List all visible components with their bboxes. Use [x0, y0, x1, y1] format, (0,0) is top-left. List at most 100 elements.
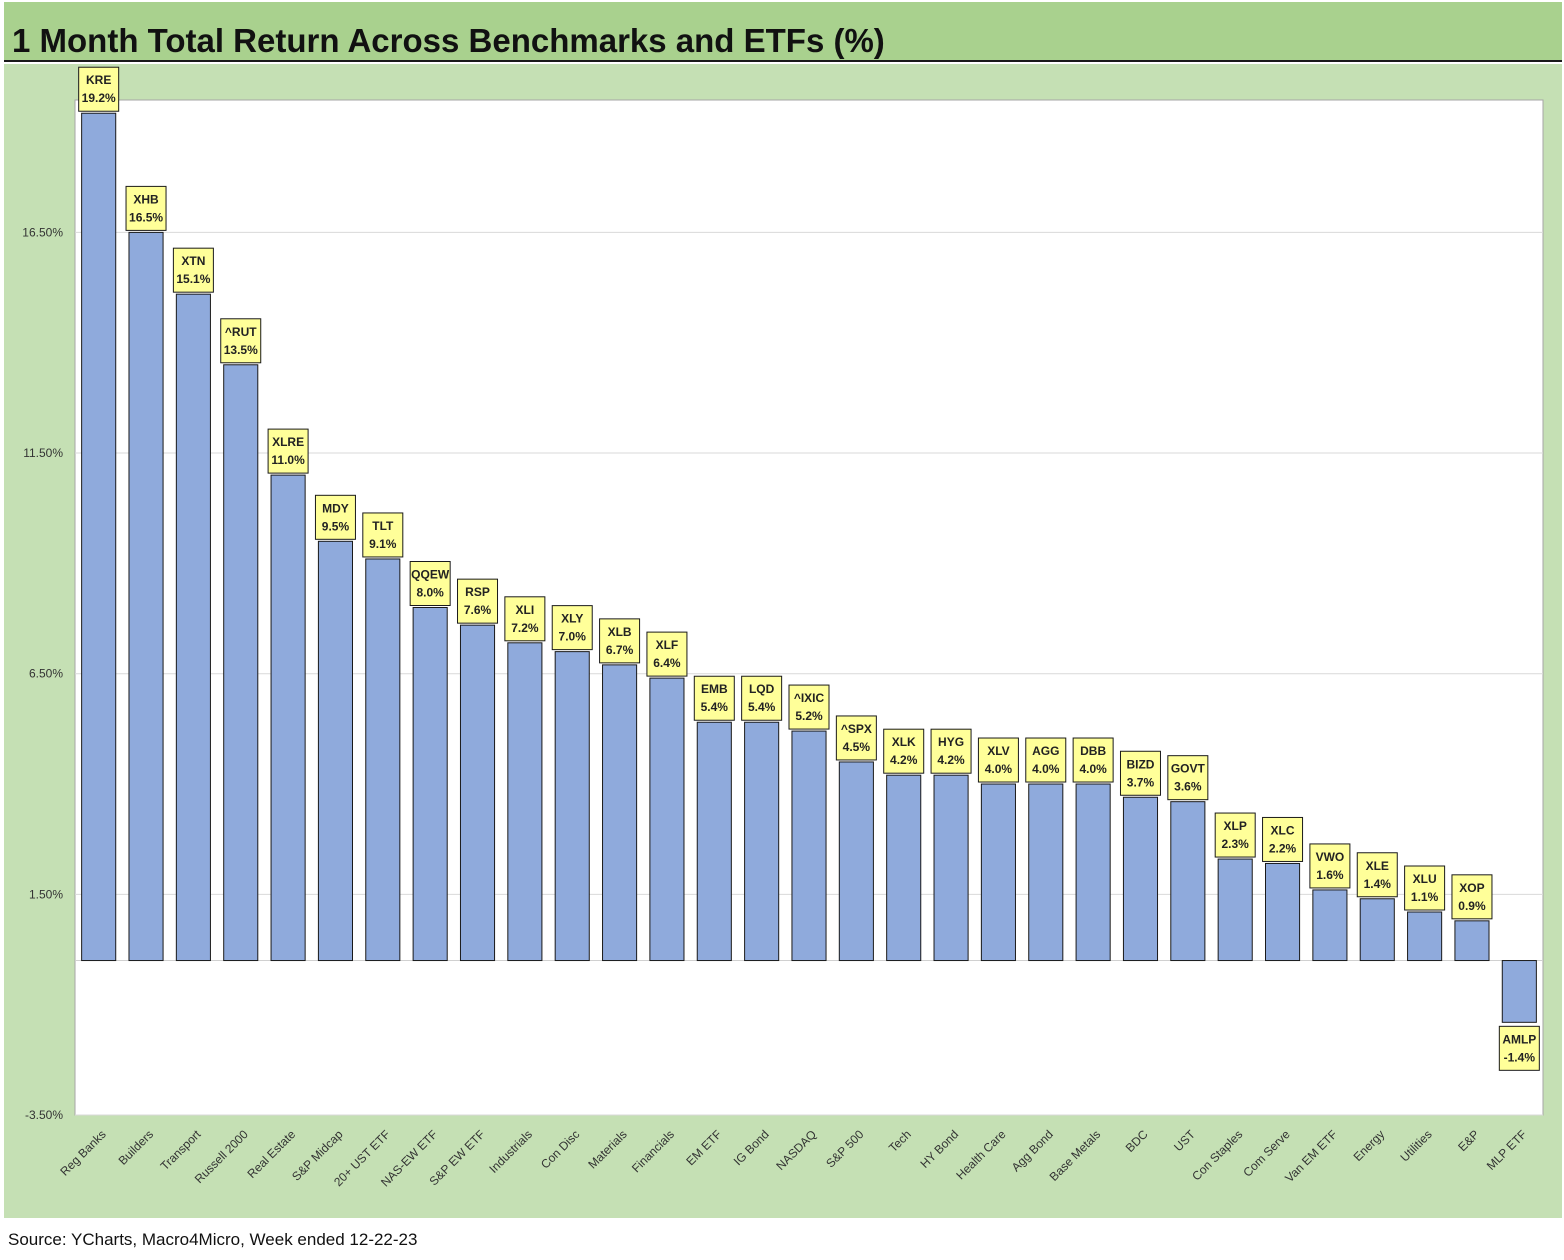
bar: [791, 730, 827, 962]
bar-chart: -3.50% 1.50% 6.50% 11.50% 16.50% KRE 19.2% Reg …: [22, 66, 1544, 1189]
x-tick-label: MLP ETF: [1484, 1127, 1530, 1173]
data-label: XLRE 11.0%: [267, 428, 309, 474]
data-label-box: [78, 66, 120, 112]
data-label: XLF 6.4%: [646, 631, 688, 677]
data-label-ticker: ^RUT: [225, 325, 257, 339]
data-label: GOVT 3.6%: [1167, 755, 1209, 801]
data-label-value: 11.0%: [271, 453, 305, 467]
bar: [1454, 920, 1490, 962]
x-tick-label: Industrials: [486, 1127, 535, 1176]
bar: [507, 642, 543, 962]
data-label-box: [835, 715, 877, 761]
data-label-ticker: RSP: [465, 585, 490, 599]
x-tick-label: Agg Bond: [1009, 1127, 1056, 1174]
data-label: XHB 16.5%: [125, 185, 167, 231]
data-label-box: [788, 684, 830, 730]
y-tick-label: 6.50%: [29, 667, 63, 681]
data-label-ticker: XLC: [1271, 823, 1295, 837]
data-label-box: [1167, 755, 1209, 801]
data-label-value: 15.1%: [176, 272, 210, 286]
bar: [1501, 960, 1537, 1023]
data-label-box: [409, 561, 451, 606]
x-tick-label: EM ETF: [683, 1127, 724, 1168]
x-tick-label: Health Care: [953, 1127, 1008, 1182]
data-label: ^IXIC 5.2%: [788, 684, 830, 730]
x-tick-label: E&P: [1455, 1127, 1482, 1154]
x-tick-label: Builders: [116, 1127, 157, 1168]
data-label-box: [1498, 1025, 1540, 1071]
bar: [412, 607, 448, 962]
data-label-value: 7.0%: [559, 630, 587, 644]
bar: [554, 651, 590, 962]
y-tick-label: 11.50%: [23, 446, 63, 460]
bar: [128, 231, 164, 962]
data-label: XLP 2.3%: [1214, 812, 1256, 858]
data-label-box: [220, 318, 262, 364]
data-label: XOP 0.9%: [1451, 874, 1493, 920]
data-label-value: 4.2%: [937, 753, 965, 767]
data-label: XLK 4.2%: [883, 728, 925, 774]
y-tick-label: 16.50%: [22, 225, 63, 239]
data-label: LQD 5.4%: [741, 675, 783, 721]
data-label-ticker: QQEW: [411, 568, 450, 582]
data-label: XTN 15.1%: [172, 247, 214, 293]
data-label-ticker: GOVT: [1171, 762, 1206, 776]
data-label: XLV 4.0%: [977, 737, 1019, 783]
header-bar: 1 Month Total Return Across Benchmarks a…: [4, 2, 1562, 62]
data-label-box: [1404, 865, 1446, 911]
data-label-ticker: XLB: [608, 625, 632, 639]
y-tick-label: 1.50%: [29, 887, 63, 901]
data-label-ticker: XTN: [181, 254, 205, 268]
data-label-box: [741, 675, 783, 721]
data-label-box: [551, 605, 593, 651]
data-label-ticker: DBB: [1080, 744, 1106, 758]
data-label-ticker: XLV: [987, 744, 1009, 758]
data-label-ticker: EMB: [701, 682, 728, 696]
data-label-ticker: MDY: [322, 501, 349, 515]
data-label-value: 13.5%: [224, 343, 258, 357]
data-label-box: [599, 618, 641, 664]
data-label-value: 2.3%: [1222, 837, 1250, 851]
data-label-ticker: ^SPX: [841, 722, 872, 736]
data-label-value: 5.2%: [795, 709, 823, 723]
data-label-value: 9.1%: [369, 537, 397, 551]
data-label: AGG 4.0%: [1025, 737, 1067, 783]
data-label-value: 7.2%: [511, 621, 539, 635]
data-label-value: 3.6%: [1174, 780, 1202, 794]
data-label-value: 1.4%: [1364, 877, 1392, 891]
data-label: HYG 4.2%: [930, 728, 972, 774]
bar: [1075, 783, 1111, 962]
data-label-box: [930, 728, 972, 774]
y-tick-label: -3.50%: [25, 1108, 63, 1122]
data-label-value: 6.4%: [653, 656, 681, 670]
data-label-ticker: KRE: [86, 73, 111, 87]
data-label: XLE 1.4%: [1356, 852, 1398, 898]
data-label-box: [1072, 737, 1114, 783]
data-label-value: 4.0%: [985, 762, 1013, 776]
bar: [365, 558, 401, 962]
bar: [838, 761, 874, 962]
x-tick-label: UST: [1171, 1127, 1198, 1154]
data-label-value: 9.5%: [322, 519, 350, 533]
data-label-box: [267, 428, 309, 474]
bar: [649, 677, 685, 962]
data-label: QQEW 8.0%: [409, 561, 451, 606]
bar: [933, 774, 969, 962]
data-label-ticker: XLY: [561, 612, 583, 626]
x-tick-label: Transport: [158, 1127, 204, 1173]
data-label-ticker: XLF: [656, 638, 679, 652]
x-tick-label: Con Disc: [538, 1127, 582, 1171]
bar: [81, 112, 117, 962]
source-note: Source: YCharts, Macro4Micro, Week ended…: [8, 1230, 418, 1249]
data-label-value: 2.2%: [1269, 841, 1297, 855]
data-label-ticker: XOP: [1459, 881, 1484, 895]
data-label: ^RUT 13.5%: [220, 318, 262, 364]
data-label-value: 8.0%: [416, 586, 444, 600]
data-label: TLT 9.1%: [362, 512, 404, 558]
bar: [1122, 796, 1159, 962]
bar: [1265, 862, 1301, 962]
data-label-box: [1214, 812, 1256, 858]
data-label-box: [1119, 750, 1161, 796]
data-label-box: [172, 247, 214, 293]
data-label-ticker: AGG: [1032, 744, 1059, 758]
